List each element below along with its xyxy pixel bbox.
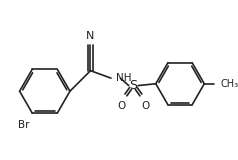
Text: S: S xyxy=(129,79,137,92)
Text: Br: Br xyxy=(18,120,29,130)
Text: O: O xyxy=(117,101,125,112)
Text: CH₃: CH₃ xyxy=(220,79,238,89)
Text: NH: NH xyxy=(116,73,131,83)
Text: N: N xyxy=(86,31,95,41)
Text: O: O xyxy=(141,101,150,112)
